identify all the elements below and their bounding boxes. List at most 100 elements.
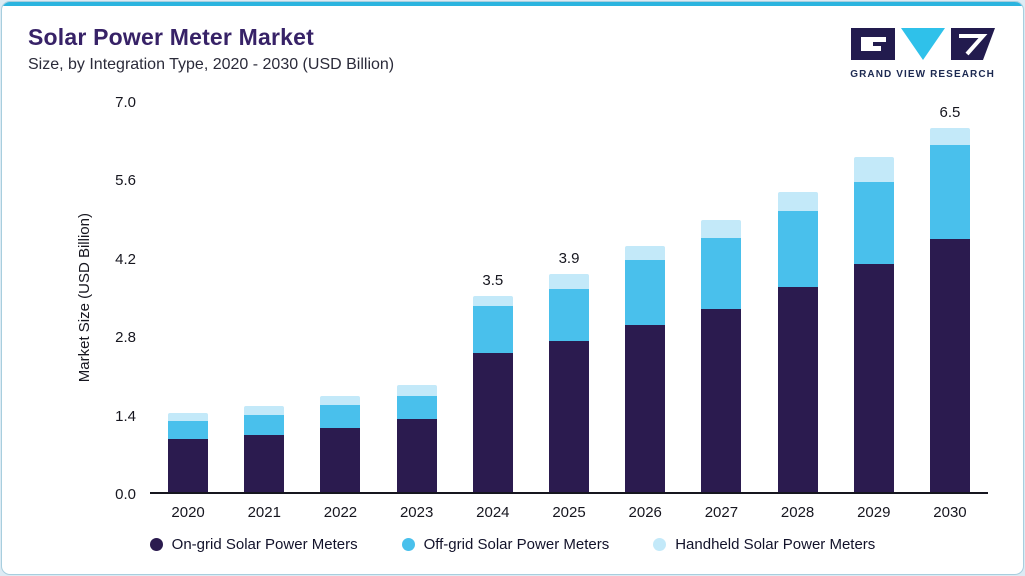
bar-segment xyxy=(472,353,513,492)
y-axis-title-wrap: Market Size (USD Billion) xyxy=(72,102,96,494)
bar-group-2021 xyxy=(226,102,302,492)
bar-segment xyxy=(853,182,894,264)
x-tick-label: 2023 xyxy=(399,504,434,521)
bar-segment xyxy=(549,273,590,289)
stacked-bar xyxy=(472,296,513,492)
bar-segment xyxy=(625,245,666,260)
bar-segment xyxy=(701,220,742,238)
bar-segment xyxy=(929,238,970,492)
legend-dot xyxy=(653,538,667,551)
bar-segment xyxy=(701,237,742,309)
legend-label: Handheld Solar Power Meters xyxy=(675,536,876,553)
grand-view-research-logo: GRAND VIEW RESEARCH xyxy=(850,28,995,80)
y-tick-label: 0.0 xyxy=(115,486,136,503)
legend-item: Handheld Solar Power Meters xyxy=(653,536,875,553)
bar-segment xyxy=(244,414,285,435)
x-tick-label: 2021 xyxy=(247,504,281,521)
stacked-bar xyxy=(701,220,742,492)
bar-segment xyxy=(625,259,666,326)
bar-segment xyxy=(777,211,818,288)
bar-group-2027 xyxy=(683,102,759,492)
stacked-bar xyxy=(625,245,666,492)
bar-segment xyxy=(549,288,590,341)
y-tick-label: 5.6 xyxy=(115,172,136,190)
legend-item: Off-grid Solar Power Meters xyxy=(401,536,610,553)
stacked-bar xyxy=(777,192,818,492)
bar-segment xyxy=(244,405,285,415)
stacked-bar xyxy=(320,395,361,492)
y-tick-label: 2.8 xyxy=(115,329,136,347)
y-tick-label: 4.2 xyxy=(115,250,136,268)
x-axis-labels: 2020 2021 2022 2023 2024 2025 2026 2027 2028 2029… xyxy=(150,504,988,521)
stacked-bar xyxy=(396,384,437,492)
bar-group-2028 xyxy=(760,102,836,492)
bar-segment xyxy=(168,412,209,421)
chart-legend: On-grid Solar Power Meters Off-grid Solar… xyxy=(2,536,1023,553)
bar-segment xyxy=(853,263,894,492)
bar-segment xyxy=(929,145,970,239)
bar-group-2020 xyxy=(150,102,226,492)
logo-mark-icon xyxy=(850,28,995,60)
logo-text: GRAND VIEW RESEARCH xyxy=(850,69,995,80)
x-tick-label: 2024 xyxy=(476,504,510,521)
stacked-bar xyxy=(549,273,590,492)
bar-group-2026 xyxy=(607,102,683,492)
bar-segment xyxy=(168,438,209,492)
x-tick-label: 2025 xyxy=(552,504,586,521)
bar-group-2022 xyxy=(302,102,378,492)
legend-item: On-grid Solar Power Meters xyxy=(149,536,358,553)
legend-label: Off-grid Solar Power Meters xyxy=(423,536,610,553)
y-tick-label: 1.4 xyxy=(115,407,136,425)
bar-segment xyxy=(396,419,437,492)
x-tick-label: 2026 xyxy=(628,504,662,521)
bar-segment xyxy=(320,427,361,492)
y-axis-ticks: 0.0 1.4 2.8 4.2 5.6 7.0 xyxy=(94,94,142,503)
x-tick-label: 2022 xyxy=(323,504,358,521)
x-tick-label: 2027 xyxy=(704,504,739,521)
title-block: Solar Power Meter Market Size, by Integr… xyxy=(28,24,394,74)
plot-area: 3.5 3.9 6.5 xyxy=(150,102,988,494)
x-tick-label: 2030 xyxy=(933,504,967,521)
chart-header: Solar Power Meter Market Size, by Integr… xyxy=(2,6,1023,80)
bar-segment xyxy=(396,395,437,420)
legend-dot xyxy=(401,538,415,551)
stacked-bar xyxy=(168,412,209,492)
bar-segment xyxy=(701,308,742,492)
bar-segment xyxy=(320,405,361,428)
bar-group-2030: 6.5 xyxy=(912,102,988,492)
bar-segment xyxy=(472,296,513,307)
stacked-bar xyxy=(929,128,970,492)
bar-segment xyxy=(244,434,285,492)
bar-group-2023 xyxy=(379,102,455,492)
bar-segment xyxy=(777,287,818,492)
x-tick-label: 2029 xyxy=(857,504,891,521)
bar-value-label: 3.5 xyxy=(482,272,504,290)
bar-segment xyxy=(853,157,894,183)
bar-group-2024: 3.5 xyxy=(455,102,531,492)
y-axis-title: Market Size (USD Billion) xyxy=(75,213,93,383)
x-tick-label: 2028 xyxy=(780,504,815,521)
bar-value-label: 6.5 xyxy=(939,104,961,122)
bar-segment xyxy=(168,420,209,439)
legend-label: On-grid Solar Power Meters xyxy=(171,536,358,553)
x-tick-label: 2020 xyxy=(171,504,205,521)
bar-group-2025: 3.9 xyxy=(531,102,607,492)
stacked-bar xyxy=(244,405,285,492)
bar-segment xyxy=(472,306,513,354)
chart-title: Solar Power Meter Market xyxy=(28,24,315,50)
bar-segment xyxy=(320,395,361,406)
bar-segment xyxy=(929,128,970,146)
bar-group-2029 xyxy=(836,102,912,492)
chart-subtitle: Size, by Integration Type, 2020 - 2030 (… xyxy=(28,56,395,73)
bar-segment xyxy=(396,384,437,396)
top-accent-bar xyxy=(2,2,1023,6)
y-tick-label: 7.0 xyxy=(115,94,136,111)
bars-row: 3.5 3.9 6.5 xyxy=(150,102,988,492)
bar-segment xyxy=(549,340,590,492)
bar-segment xyxy=(777,192,818,212)
stacked-bar xyxy=(853,157,894,492)
bar-value-label: 3.9 xyxy=(558,249,580,267)
legend-dot xyxy=(149,538,163,551)
bar-segment xyxy=(625,325,666,492)
